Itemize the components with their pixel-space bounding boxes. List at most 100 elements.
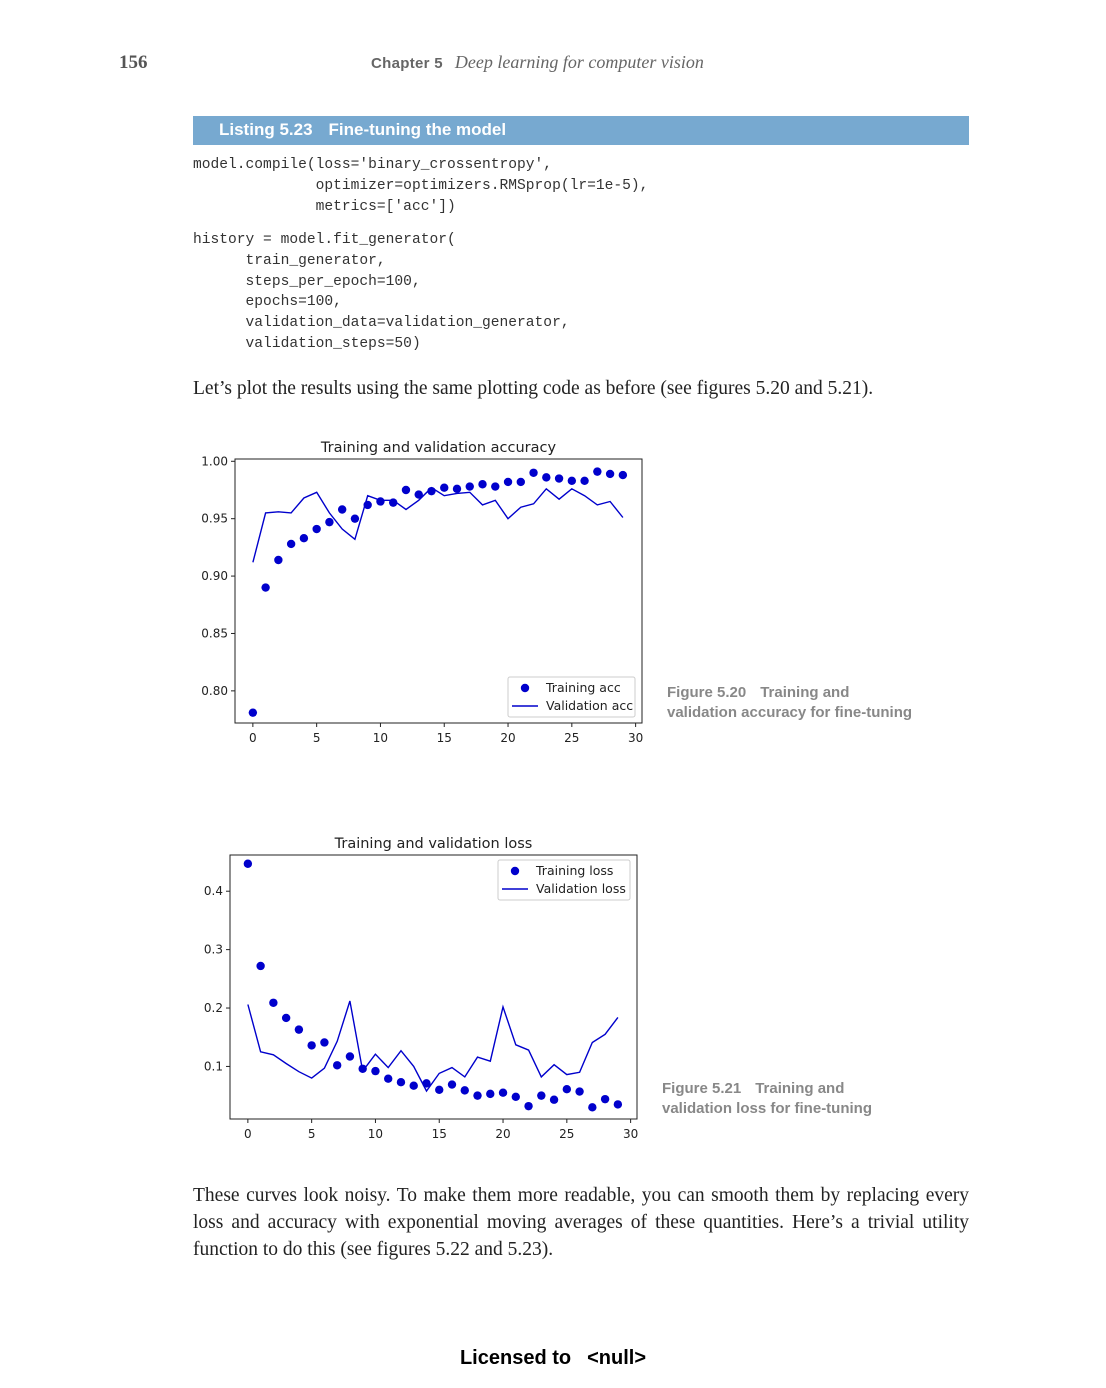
legend-label: Training acc: [545, 680, 621, 695]
training-point: [452, 484, 462, 494]
figure-caption: Figure 5.20 Training and validation accur…: [667, 683, 912, 723]
training-point: [286, 539, 296, 549]
x-tick-label: 10: [373, 731, 388, 745]
training-point: [593, 467, 602, 476]
license-label: Licensed to: [459, 1347, 572, 1369]
body-paragraph: Let’s plot the results using the same pl…: [193, 378, 874, 399]
training-point: [325, 517, 334, 527]
training-point: [600, 1094, 610, 1104]
training-point: [312, 524, 321, 534]
chart-title: Training and validation loss: [334, 836, 533, 852]
training-point: [537, 1091, 546, 1100]
training-point: [562, 1085, 572, 1094]
x-tick-label: 5: [313, 731, 321, 745]
training-point: [542, 473, 551, 482]
training-point: [422, 1079, 431, 1088]
x-tick-label: 15: [437, 731, 452, 745]
training-point: [486, 1089, 495, 1099]
training-point: [345, 1052, 355, 1061]
training-point: [384, 1074, 393, 1083]
figure-caption-line: Training and: [760, 684, 850, 701]
x-tick-label: 15: [432, 1127, 447, 1141]
licensee-name: <null>: [587, 1347, 647, 1369]
loss-figure: Training and validation loss 0 5 10 15 20 25 30…: [190, 830, 660, 1150]
x-tick-label: 20: [495, 1127, 510, 1141]
training-point: [491, 482, 500, 491]
x-tick-label: 0: [249, 731, 257, 745]
training-point: [580, 476, 589, 486]
loss-chart: Training and validation loss 0 5 10 15 20 25 30…: [204, 836, 638, 1141]
training-point: [363, 500, 372, 510]
training-point: [414, 490, 423, 499]
training-point: [320, 1038, 329, 1047]
y-tick-label: 0.90: [201, 569, 228, 583]
training-point: [618, 470, 628, 480]
training-point: [401, 485, 411, 495]
training-point: [549, 1095, 559, 1104]
x-tick-label: 10: [368, 1127, 383, 1141]
training-point: [460, 1086, 469, 1095]
training-point: [567, 476, 577, 486]
training-point: [435, 1085, 444, 1094]
training-point: [498, 1088, 508, 1097]
chart-title: Training and validation accuracy: [320, 440, 557, 456]
x-tick-label: 20: [500, 731, 515, 745]
validation-series-line: [247, 1000, 619, 1093]
training-point: [248, 708, 258, 717]
training-point: [243, 859, 253, 868]
legend-label: Training loss: [535, 863, 613, 878]
training-point: [465, 482, 474, 491]
training-point: [269, 998, 278, 1007]
training-point: [371, 1066, 380, 1076]
legend-box: [507, 676, 636, 718]
chapter-title: Deep learning for computer vision: [454, 52, 704, 72]
page-number: 156: [119, 52, 148, 73]
y-tick-label: 0.85: [201, 626, 228, 640]
x-tick-label: 30: [628, 731, 643, 745]
training-point: [281, 1013, 291, 1023]
training-point: [440, 483, 449, 492]
training-point: [529, 468, 538, 477]
training-point: [605, 469, 615, 479]
training-point: [427, 486, 436, 496]
legend-marker-dot: [520, 683, 530, 693]
body-paragraph: These curves look noisy. To make them mo…: [193, 1185, 969, 1260]
figure-number: Figure 5.20: [667, 684, 747, 701]
training-point: [516, 477, 525, 487]
x-tick-label: 0: [244, 1127, 252, 1141]
training-point: [376, 497, 385, 506]
code-block-compile: model.compile(loss='binary_crossentropy'…: [193, 157, 649, 215]
code-block-fit: history = model.fit_generator( train_gen…: [193, 232, 570, 352]
training-point: [261, 583, 270, 592]
training-point: [588, 1103, 597, 1112]
figure-caption-line: validation loss for fine-tuning: [662, 1100, 872, 1117]
x-tick-label: 25: [564, 731, 579, 745]
accuracy-figure: Training and validation accuracy 0 5 10 15 20…: [190, 434, 660, 754]
training-point: [358, 1064, 367, 1073]
y-tick-label: 0.1: [204, 1059, 223, 1073]
x-tick-label: 30: [623, 1127, 638, 1141]
y-tick-label: 0.95: [201, 512, 228, 526]
training-point: [350, 514, 360, 523]
y-tick-label: 0.4: [204, 884, 223, 898]
training-point: [299, 534, 309, 543]
training-point: [256, 961, 265, 971]
x-tick-label: 5: [308, 1127, 316, 1141]
y-tick-label: 0.80: [201, 684, 228, 698]
training-point: [389, 498, 398, 507]
training-point: [274, 555, 283, 565]
training-point: [294, 1025, 304, 1034]
training-point: [554, 474, 564, 483]
legend-box: [497, 859, 631, 901]
running-head: Chapter 5 Deep learning for computer visi…: [371, 52, 704, 73]
license-footer: Licensed to <null>: [0, 1347, 1106, 1370]
training-point: [613, 1100, 623, 1109]
y-tick-label: 0.3: [204, 943, 223, 957]
training-point: [478, 480, 487, 489]
training-point: [575, 1087, 584, 1096]
legend-marker-dot: [510, 866, 520, 876]
training-point: [409, 1081, 418, 1090]
plot-frame: [234, 458, 643, 724]
figure-caption-line: validation accuracy for fine-tuning: [667, 704, 913, 721]
y-tick-label: 1.00: [201, 454, 228, 468]
